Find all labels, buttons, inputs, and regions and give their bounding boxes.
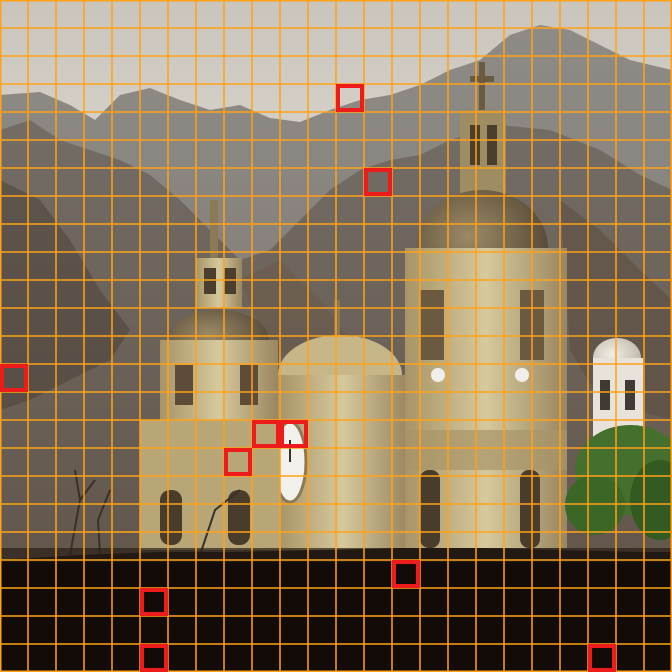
- highlighted-cell[interactable]: [2, 366, 26, 390]
- highlighted-cell[interactable]: [338, 86, 362, 110]
- highlighted-cell[interactable]: [366, 170, 390, 194]
- highlighted-cell[interactable]: [282, 422, 306, 446]
- highlighted-cell[interactable]: [226, 450, 250, 474]
- highlighted-cell[interactable]: [142, 590, 166, 614]
- highlighted-cell[interactable]: [590, 646, 614, 670]
- highlighted-cell[interactable]: [254, 422, 278, 446]
- highlighted-cell[interactable]: [394, 562, 418, 586]
- highlighted-cell[interactable]: [142, 646, 166, 670]
